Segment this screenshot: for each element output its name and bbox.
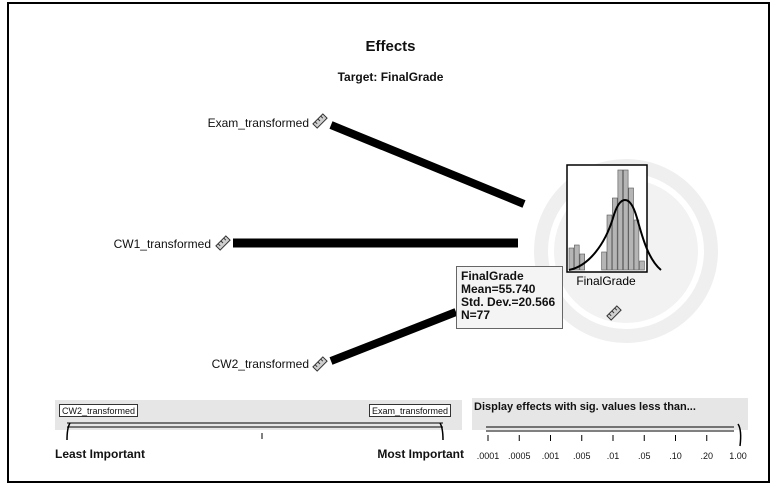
histogram-bar <box>633 219 640 271</box>
slider-tick-label: .20 <box>700 451 713 461</box>
slider-handle[interactable] <box>737 423 742 447</box>
least-important-variable: CW2_transformed <box>59 404 139 417</box>
histogram-bar <box>568 247 575 271</box>
target-histogram <box>568 169 645 271</box>
target-node-label: FinalGrade <box>576 274 636 288</box>
sig-threshold-title: Display effects with sig. values less th… <box>474 401 696 413</box>
tooltip-stddev: Std. Dev.=20.566 <box>461 295 556 309</box>
slider-tick-label: .001 <box>541 451 560 461</box>
importance-scale-track[interactable] <box>55 418 465 444</box>
histogram-bar <box>612 197 618 271</box>
slider-tick-label: .10 <box>669 451 682 461</box>
sig-threshold-slider[interactable] <box>472 416 752 450</box>
histogram-bar <box>617 169 624 271</box>
ruler-icon <box>606 305 622 321</box>
chart-title: Effects <box>365 38 416 55</box>
chart-subtitle: Target: FinalGrade <box>337 70 444 84</box>
ruler-icon <box>312 113 328 129</box>
normal-curve <box>568 198 662 271</box>
tooltip-n: N=77 <box>461 308 491 322</box>
effects-view: Effects Target: FinalGrade FinalGrade <box>7 2 770 483</box>
histogram-bar <box>574 244 580 271</box>
ruler-icon <box>312 356 328 372</box>
histogram-bar <box>628 187 634 271</box>
effect-line-cw2[interactable] <box>329 308 458 365</box>
tooltip-variable: FinalGrade <box>461 269 524 283</box>
target-tooltip: FinalGrade Mean=55.740 Std. Dev.=20.566 … <box>456 266 563 329</box>
ruler-icon <box>215 235 231 251</box>
histogram-bar <box>639 260 645 271</box>
predictor-label-cw1[interactable]: CW1_transformed <box>113 237 211 251</box>
slider-tick-label: 1.00 <box>729 451 747 461</box>
sig-threshold-panel <box>472 398 748 430</box>
histogram-bar <box>606 214 613 271</box>
slider-tick-label: .05 <box>637 451 651 461</box>
slider-tick-label: .01 <box>606 451 620 461</box>
predictor-label-cw2[interactable]: CW2_transformed <box>211 357 309 371</box>
most-important-variable: Exam_transformed <box>369 404 452 417</box>
effect-line-exam[interactable] <box>329 121 526 208</box>
most-important-label: Most Important <box>377 447 464 461</box>
least-important-label: Least Important <box>55 447 146 461</box>
tooltip-mean: Mean=55.740 <box>461 282 536 296</box>
slider-tick-label: .005 <box>572 451 591 461</box>
histogram-bar <box>622 169 629 271</box>
histogram-bar <box>579 253 586 271</box>
predictor-label-exam[interactable]: Exam_transformed <box>207 116 309 130</box>
histogram-bar <box>601 251 607 271</box>
network-diagram: FinalGrade <box>215 113 718 372</box>
slider-tick-label: .0001 <box>476 451 500 461</box>
slider-tick-label: .0005 <box>507 451 531 461</box>
